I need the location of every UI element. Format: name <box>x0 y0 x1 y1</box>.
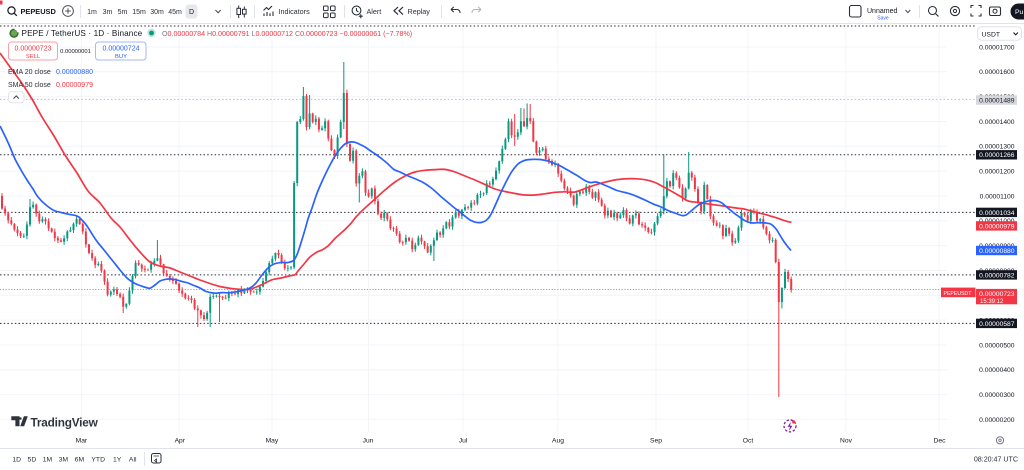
svg-text:0.00000200: 0.00000200 <box>979 417 1015 424</box>
svg-text:0.00001034: 0.00001034 <box>979 210 1015 217</box>
svg-text:0.00001300: 0.00001300 <box>979 144 1015 151</box>
svg-text:15m: 15m <box>132 9 146 16</box>
svg-text:SMA 50 close: SMA 50 close <box>8 82 51 89</box>
svg-text:YTD: YTD <box>91 456 105 463</box>
svg-text:3m: 3m <box>103 9 113 16</box>
svg-text:0.00001400: 0.00001400 <box>979 119 1015 126</box>
svg-text:0.00001489: 0.00001489 <box>979 98 1015 105</box>
svg-text:Unnamed: Unnamed <box>867 8 897 15</box>
svg-text:0.00000587: 0.00000587 <box>979 321 1015 328</box>
svg-text:Indicators: Indicators <box>279 7 311 16</box>
svg-text:PEPEUSD: PEPEUSD <box>21 7 57 16</box>
svg-text:15:39:12: 15:39:12 <box>980 299 1004 305</box>
svg-text:Apr: Apr <box>175 438 186 445</box>
svg-text:5m: 5m <box>118 9 128 16</box>
svg-text:Oct: Oct <box>743 438 754 445</box>
svg-text:0.00000001: 0.00000001 <box>60 49 91 55</box>
svg-text:PEPEUSDT: PEPEUSDT <box>944 291 973 297</box>
svg-text:SELL: SELL <box>26 54 41 60</box>
svg-text:0.00000723: 0.00000723 <box>979 291 1015 298</box>
svg-text:5D: 5D <box>28 456 37 463</box>
svg-text:Alert: Alert <box>367 7 382 16</box>
svg-text:Dec: Dec <box>934 438 947 445</box>
svg-text:May: May <box>266 438 279 445</box>
svg-text:0.00001600: 0.00001600 <box>979 69 1015 76</box>
svg-text:0.00000782: 0.00000782 <box>979 272 1015 279</box>
svg-text:0.00001100: 0.00001100 <box>980 193 1015 200</box>
svg-text:0.00000979: 0.00000979 <box>979 223 1015 230</box>
svg-text:45m: 45m <box>168 9 182 16</box>
svg-text:0.00000880: 0.00000880 <box>979 248 1015 255</box>
svg-text:Jun: Jun <box>363 438 374 445</box>
svg-text:TradingView: TradingView <box>31 416 99 430</box>
svg-text:USDT: USDT <box>982 31 1001 38</box>
svg-text:Save: Save <box>877 16 889 22</box>
svg-text:0.00000724: 0.00000724 <box>103 46 140 53</box>
svg-text:0.00000300: 0.00000300 <box>979 392 1015 399</box>
svg-text:0.00000500: 0.00000500 <box>979 342 1015 349</box>
svg-text:0.00000400: 0.00000400 <box>979 367 1015 374</box>
svg-text:Sep: Sep <box>650 438 662 445</box>
svg-text:30m: 30m <box>150 9 164 16</box>
svg-text:1D: 1D <box>12 456 21 463</box>
svg-text:Aug: Aug <box>552 438 564 445</box>
svg-text:D: D <box>189 9 194 16</box>
svg-text:BUY: BUY <box>115 54 127 60</box>
svg-text:1Y: 1Y <box>113 456 122 463</box>
svg-text:All: All <box>129 456 137 463</box>
svg-text:0.00000979: 0.00000979 <box>56 82 93 89</box>
svg-text:Pu: Pu <box>1015 9 1024 16</box>
svg-text:Replay: Replay <box>408 7 431 16</box>
svg-text:Jul: Jul <box>459 438 468 445</box>
svg-text:Mar: Mar <box>76 438 88 445</box>
svg-text:0.00001200: 0.00001200 <box>979 169 1015 176</box>
svg-text:0.00001266: 0.00001266 <box>979 152 1015 159</box>
svg-text:0.00000723: 0.00000723 <box>15 46 52 53</box>
svg-text:0.00000880: 0.00000880 <box>56 69 93 76</box>
svg-text:6M: 6M <box>75 456 85 463</box>
svg-text:Nov: Nov <box>840 438 853 445</box>
svg-text:PEPE / TetherUS · 1D · Binance: PEPE / TetherUS · 1D · Binance <box>22 29 143 38</box>
svg-text:1M: 1M <box>43 456 53 463</box>
svg-text:3M: 3M <box>59 456 69 463</box>
svg-text:0.00001700: 0.00001700 <box>979 44 1015 51</box>
svg-text:O0.00000784 H0.00000791 L0.000: O0.00000784 H0.00000791 L0.00000712 C0.0… <box>162 30 412 38</box>
svg-text:EMA 20 close: EMA 20 close <box>8 69 51 76</box>
svg-text:08:20:47 UTC: 08:20:47 UTC <box>974 456 1018 464</box>
svg-text:1m: 1m <box>87 9 97 16</box>
